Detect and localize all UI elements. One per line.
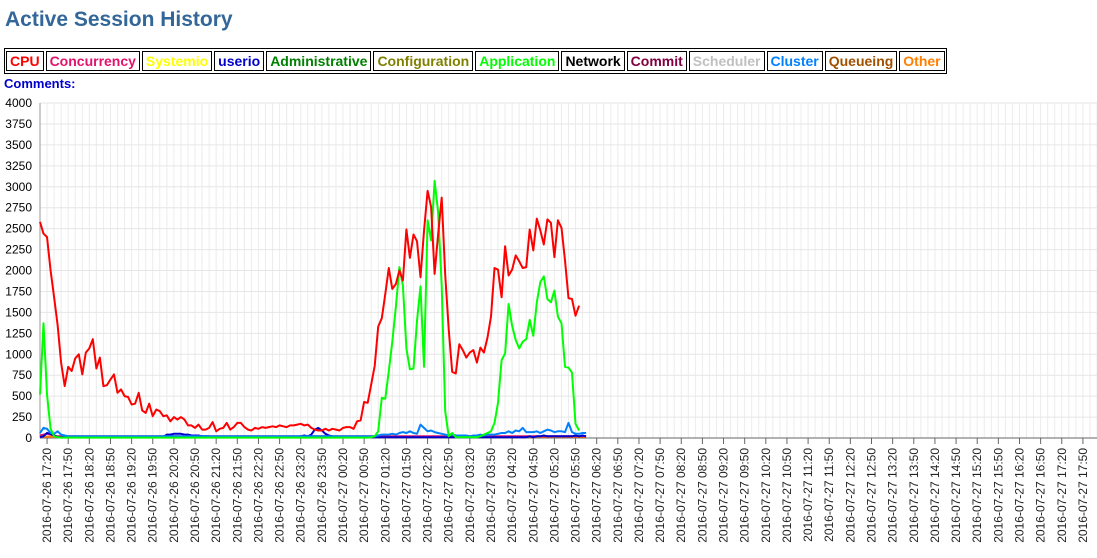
legend-item-concurrency[interactable]: Concurrency xyxy=(45,51,140,71)
x-tick-label: 2016-07-27 17:50 xyxy=(1076,448,1090,543)
x-tick-label: 2016-07-27 14:20 xyxy=(928,448,942,543)
y-tick-label: 500 xyxy=(12,389,32,403)
x-tick-label: 2016-07-26 17:20 xyxy=(40,448,54,543)
legend-item-commit[interactable]: Commit xyxy=(626,51,687,71)
x-tick-label: 2016-07-26 21:50 xyxy=(230,448,244,543)
x-tick-label: 2016-07-27 13:20 xyxy=(886,448,900,543)
legend-item-systemio[interactable]: Systemio xyxy=(141,51,213,71)
x-tick-label: 2016-07-27 05:20 xyxy=(547,448,561,543)
y-tick-label: 3000 xyxy=(5,180,32,194)
legend-item-other[interactable]: Other xyxy=(899,51,945,71)
x-tick-label: 2016-07-27 10:20 xyxy=(759,448,773,543)
x-tick-label: 2016-07-27 15:50 xyxy=(991,448,1005,543)
x-tick-label: 2016-07-26 20:50 xyxy=(188,448,202,543)
legend-item-administrative[interactable]: Administrative xyxy=(266,51,372,71)
x-tick-label: 2016-07-27 00:50 xyxy=(357,448,371,543)
x-tick-label: 2016-07-27 10:50 xyxy=(780,448,794,543)
legend-item-queueing[interactable]: Queueing xyxy=(824,51,898,71)
x-tick-label: 2016-07-27 04:50 xyxy=(526,448,540,543)
y-tick-label: 2250 xyxy=(5,243,32,257)
x-tick-label: 2016-07-27 01:50 xyxy=(399,448,413,543)
y-tick-label: 2500 xyxy=(5,222,32,236)
x-tick-label: 2016-07-26 18:50 xyxy=(103,448,117,543)
comments-label: Comments: xyxy=(4,76,76,91)
x-tick-label: 2016-07-27 08:50 xyxy=(695,448,709,543)
x-tick-label: 2016-07-26 17:50 xyxy=(61,448,75,543)
x-tick-label: 2016-07-27 12:20 xyxy=(843,448,857,543)
x-tick-label: 2016-07-27 04:20 xyxy=(505,448,519,543)
x-tick-label: 2016-07-27 01:20 xyxy=(378,448,392,543)
x-tick-label: 2016-07-27 11:50 xyxy=(822,448,836,542)
y-tick-label: 4000 xyxy=(5,96,32,110)
series-line-cpu xyxy=(39,189,581,433)
x-tick-label: 2016-07-27 07:20 xyxy=(632,448,646,543)
y-tick-label: 1000 xyxy=(5,347,32,361)
x-tick-label: 2016-07-27 13:50 xyxy=(907,448,921,543)
x-tick-label: 2016-07-27 07:50 xyxy=(653,448,667,543)
x-tick-label: 2016-07-27 16:50 xyxy=(1034,448,1048,543)
x-tick-label: 2016-07-26 20:20 xyxy=(167,448,181,543)
legend-item-cluster[interactable]: Cluster xyxy=(766,51,823,71)
legend-item-scheduler[interactable]: Scheduler xyxy=(688,51,765,71)
x-tick-label: 2016-07-26 23:20 xyxy=(294,448,308,543)
x-tick-label: 2016-07-26 23:50 xyxy=(315,448,329,543)
x-tick-label: 2016-07-27 02:20 xyxy=(421,448,435,543)
y-tick-label: 2000 xyxy=(5,264,32,278)
x-tick-label: 2016-07-27 06:50 xyxy=(611,448,625,543)
y-tick-label: 3250 xyxy=(5,159,32,173)
y-tick-label: 3750 xyxy=(5,117,32,131)
y-tick-label: 1750 xyxy=(5,284,32,298)
x-tick-label: 2016-07-27 16:20 xyxy=(1012,448,1026,543)
x-tick-label: 2016-07-27 05:50 xyxy=(569,448,583,543)
page-title: Active Session History xyxy=(5,8,233,31)
x-tick-label: 2016-07-26 22:50 xyxy=(273,448,287,543)
x-tick-label: 2016-07-27 17:20 xyxy=(1055,448,1069,543)
x-tick-label: 2016-07-26 21:20 xyxy=(209,448,223,543)
x-tick-label: 2016-07-27 03:50 xyxy=(484,448,498,543)
x-tick-label: 2016-07-27 08:20 xyxy=(674,448,688,543)
x-tick-label: 2016-07-27 09:20 xyxy=(717,448,731,543)
x-tick-label: 2016-07-27 12:50 xyxy=(865,448,879,543)
y-tick-label: 0 xyxy=(25,431,32,445)
x-tick-label: 2016-07-27 09:50 xyxy=(738,448,752,543)
y-tick-label: 1500 xyxy=(5,305,32,319)
legend-item-userio[interactable]: userio xyxy=(214,51,265,71)
legend-item-configuration[interactable]: Configuration xyxy=(373,51,474,71)
y-tick-label: 750 xyxy=(12,368,32,382)
x-tick-label: 2016-07-27 11:20 xyxy=(801,448,815,542)
legend-item-application[interactable]: Application xyxy=(475,51,560,71)
series-line-application xyxy=(39,179,580,439)
y-tick-label: 250 xyxy=(12,410,32,424)
x-tick-label: 2016-07-27 14:50 xyxy=(949,448,963,543)
x-tick-label: 2016-07-26 19:20 xyxy=(125,448,139,543)
x-tick-label: 2016-07-27 06:20 xyxy=(590,448,604,543)
x-tick-label: 2016-07-27 02:50 xyxy=(442,448,456,543)
y-tick-label: 1250 xyxy=(5,326,32,340)
x-tick-label: 2016-07-27 00:20 xyxy=(336,448,350,543)
y-tick-label: 2750 xyxy=(5,201,32,215)
legend-item-cpu[interactable]: CPU xyxy=(6,51,44,71)
legend-item-network[interactable]: Network xyxy=(561,51,625,71)
x-tick-label: 2016-07-27 03:20 xyxy=(463,448,477,543)
series-line-cluster xyxy=(39,421,587,438)
x-tick-label: 2016-07-26 19:50 xyxy=(146,448,160,543)
x-tick-label: 2016-07-26 22:20 xyxy=(251,448,265,543)
x-tick-label: 2016-07-27 15:20 xyxy=(970,448,984,543)
y-tick-label: 3500 xyxy=(5,138,32,152)
x-tick-label: 2016-07-26 18:20 xyxy=(82,448,96,543)
legend: CPU Concurrency Systemio userio Administrati… xyxy=(4,48,947,74)
